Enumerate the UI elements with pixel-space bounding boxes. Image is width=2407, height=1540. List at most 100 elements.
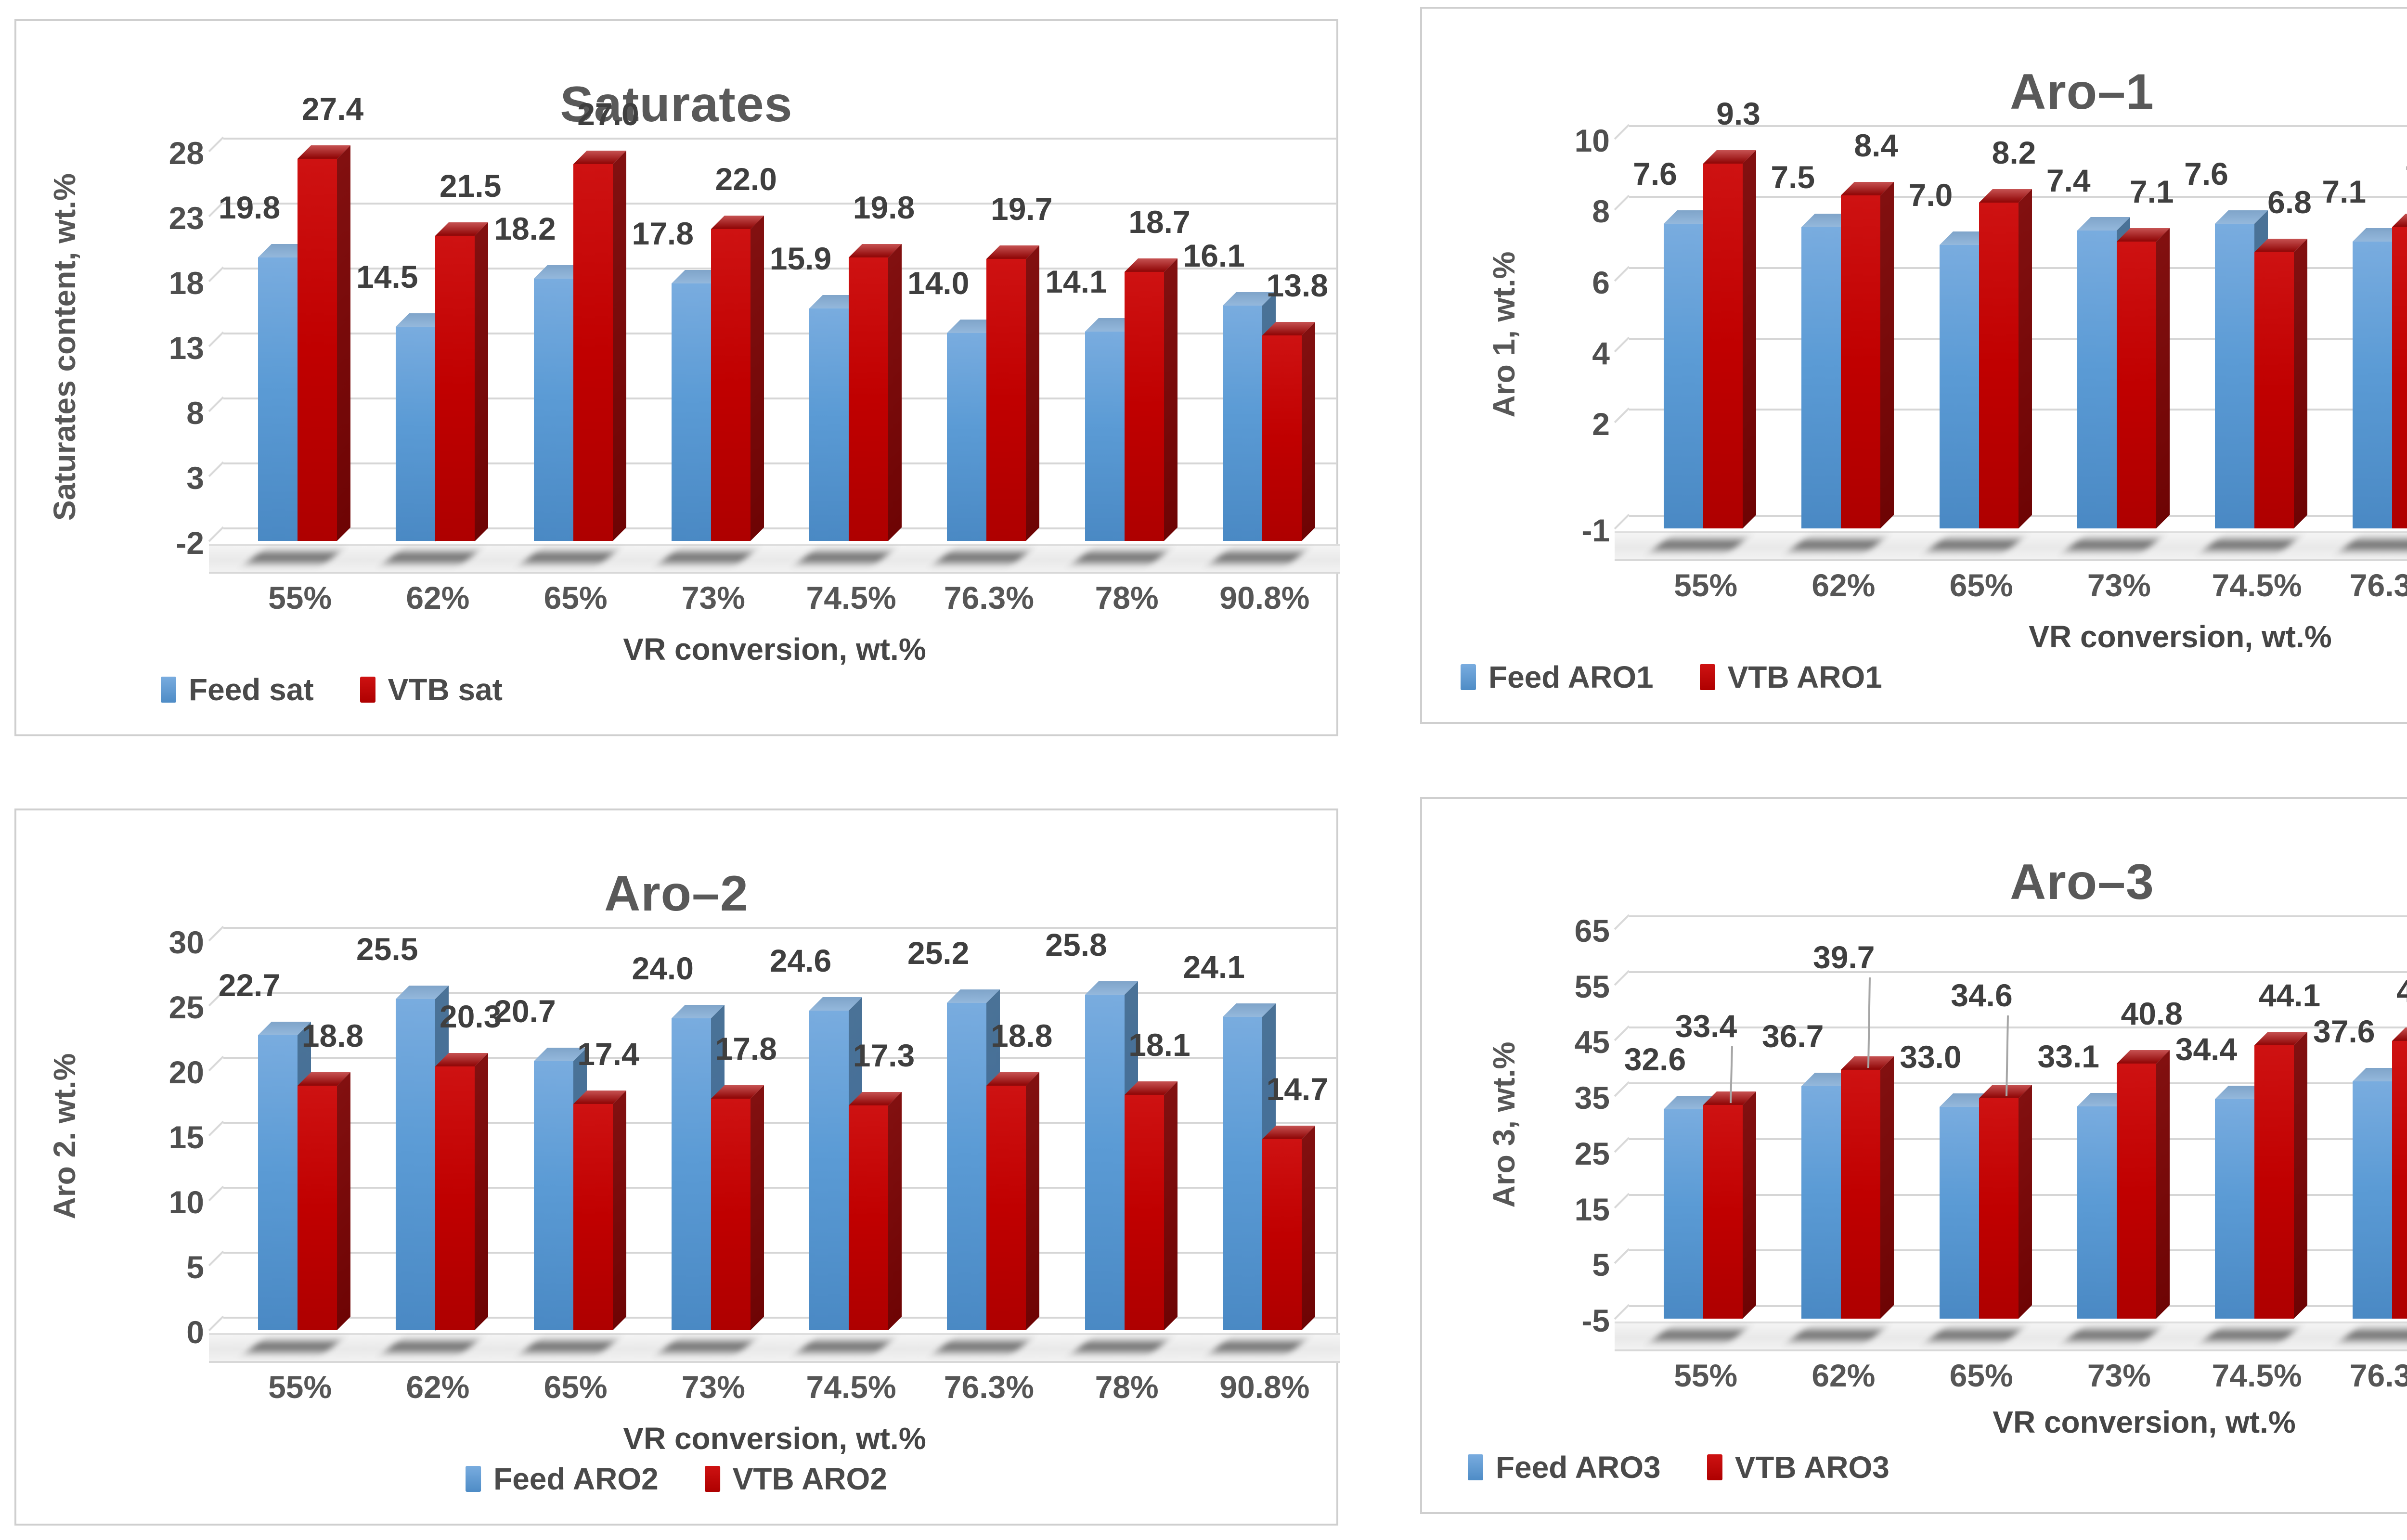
- gridline: [1629, 1027, 2407, 1029]
- legend-item-vtb: VTB ARO3: [1707, 1450, 1889, 1485]
- bar-data-label: 18.8: [301, 1018, 364, 1054]
- bar-front-face: [2254, 1045, 2294, 1319]
- grid-depth-connector: [1614, 1137, 1630, 1153]
- gridline: [223, 203, 1337, 205]
- y-tick-label: 18: [168, 265, 204, 301]
- bar-vtb: [298, 145, 350, 541]
- bar-feed: [1801, 214, 1855, 528]
- bar-front-face: [947, 333, 987, 541]
- bar-top-face: [2392, 1027, 2407, 1041]
- gridline: [223, 333, 1337, 334]
- chart-title: Saturates: [560, 77, 793, 133]
- bar-front-face: [435, 1066, 475, 1330]
- bar-front-face: [1664, 1109, 1703, 1319]
- x-category-label: 76.3%: [2349, 567, 2407, 603]
- floor: [1615, 1322, 2407, 1351]
- bar-side-face: [475, 1052, 489, 1330]
- bar-data-label: 33.0: [1900, 1039, 1962, 1075]
- bar-front-face: [258, 1035, 298, 1330]
- bar-vtb: [573, 1091, 626, 1330]
- bar-front-face: [1703, 1104, 1743, 1319]
- bar-data-label: 8.4: [1854, 127, 1899, 163]
- bar-front-face: [1801, 1086, 1841, 1319]
- y-tick-label: 0: [186, 1314, 204, 1350]
- grid-depth-connector: [1614, 1026, 1630, 1041]
- chart-title: Aro–3: [2010, 854, 2154, 911]
- y-tick-label: 10: [1574, 123, 1610, 158]
- x-category-label: 90.8%: [1219, 580, 1310, 616]
- bar-feed: [1664, 210, 1717, 528]
- gridline: [223, 1252, 1337, 1254]
- bar-front-face: [2116, 1064, 2156, 1319]
- y-tick-label: 6: [1592, 264, 1610, 300]
- plot-area: 28 23 18 13 8 3 -2 55% 62% 65% 73% 74.5% 76.3% 78% 90.…: [16, 21, 1340, 734]
- bar-feed: [1939, 231, 1993, 528]
- bar-feed: [671, 1005, 725, 1330]
- bar-feed: [809, 295, 862, 541]
- bar-feed: [533, 265, 587, 541]
- grid-depth-connector: [1614, 195, 1630, 211]
- grid-depth-connector: [1614, 1193, 1630, 1208]
- bar-front-face: [1124, 272, 1164, 541]
- legend-label: VTB ARO3: [1734, 1450, 1889, 1485]
- bar-front-face: [435, 235, 475, 541]
- x-category-label: 55%: [268, 580, 332, 616]
- grid-depth-connector: [208, 266, 224, 282]
- bar-feed: [1085, 981, 1138, 1330]
- bar-feed: [1801, 1073, 1855, 1319]
- bar-front-face: [396, 326, 436, 541]
- bar-data-label: 7.0: [1908, 177, 1953, 213]
- bar-front-face: [298, 159, 337, 541]
- bar-vtb: [849, 244, 902, 541]
- bar-shadow: [2205, 540, 2295, 550]
- bar-data-label: 17.3: [853, 1037, 915, 1073]
- chart-card-aro3: Aro–3 Aro 3, wt.% 65 55 45 35 25 15 5 -5 55% 62% 6…: [1420, 797, 2407, 1514]
- bar-data-label: 7.1: [2322, 173, 2367, 209]
- bar-data-label: 7.4: [2046, 163, 2091, 199]
- bar-vtb: [435, 1052, 489, 1330]
- bar-shadow: [1929, 540, 2019, 550]
- bar-data-label: 7.6: [1633, 155, 1677, 192]
- x-axis-title: VR conversion, wt.%: [623, 1421, 926, 1456]
- vtb-series-swatch: [704, 1466, 720, 1492]
- grid-depth-connector: [1614, 336, 1630, 353]
- bar-front-face: [1124, 1095, 1164, 1330]
- bar-vtb: [1262, 1126, 1315, 1330]
- x-category-label: 62%: [406, 580, 470, 616]
- bar-data-label: 27.0: [577, 96, 639, 132]
- bar-front-face: [2077, 1106, 2117, 1319]
- gridline: [223, 138, 1337, 140]
- y-tick-label: 20: [168, 1054, 204, 1090]
- legend-label: Feed ARO1: [1488, 660, 1654, 694]
- bar-side-face: [1026, 245, 1040, 541]
- y-tick-label: 15: [1574, 1191, 1610, 1227]
- feed-series-swatch: [161, 677, 176, 703]
- bar-data-label: 18.1: [1128, 1027, 1191, 1063]
- bar-feed: [671, 270, 725, 541]
- legend-item-vtb: VTB ARO2: [704, 1461, 887, 1497]
- bar-data-label: 14.0: [907, 265, 970, 301]
- bar-data-label: 13.8: [1266, 268, 1328, 304]
- y-tick-label: 13: [168, 330, 204, 366]
- bar-shadow: [1075, 552, 1165, 562]
- y-tick-label: 3: [186, 460, 204, 496]
- bar-vtb: [2116, 1050, 2170, 1319]
- bar-feed: [947, 320, 1000, 541]
- bar-front-face: [947, 1002, 987, 1330]
- grid-depth-connector: [1614, 124, 1630, 140]
- bar-data-label: 44.1: [2258, 977, 2321, 1013]
- x-category-label: 74.5%: [2212, 567, 2302, 603]
- floor: [209, 544, 1340, 574]
- bar-data-label: 19.8: [853, 190, 915, 226]
- bar-front-face: [1979, 1098, 2019, 1319]
- bar-data-label: 6.8: [2267, 184, 2312, 220]
- bar-feed: [1939, 1093, 1993, 1319]
- grid-depth-connector: [1614, 970, 1630, 986]
- y-tick-label: -1: [1581, 513, 1610, 548]
- bar-side-face: [475, 222, 489, 541]
- bar-data-label: 18.2: [494, 210, 556, 246]
- bar-shadow: [2205, 1330, 2295, 1340]
- bar-shadow: [524, 1342, 614, 1351]
- bar-side-face: [2294, 238, 2307, 528]
- bar-data-label: 14.7: [1266, 1071, 1328, 1107]
